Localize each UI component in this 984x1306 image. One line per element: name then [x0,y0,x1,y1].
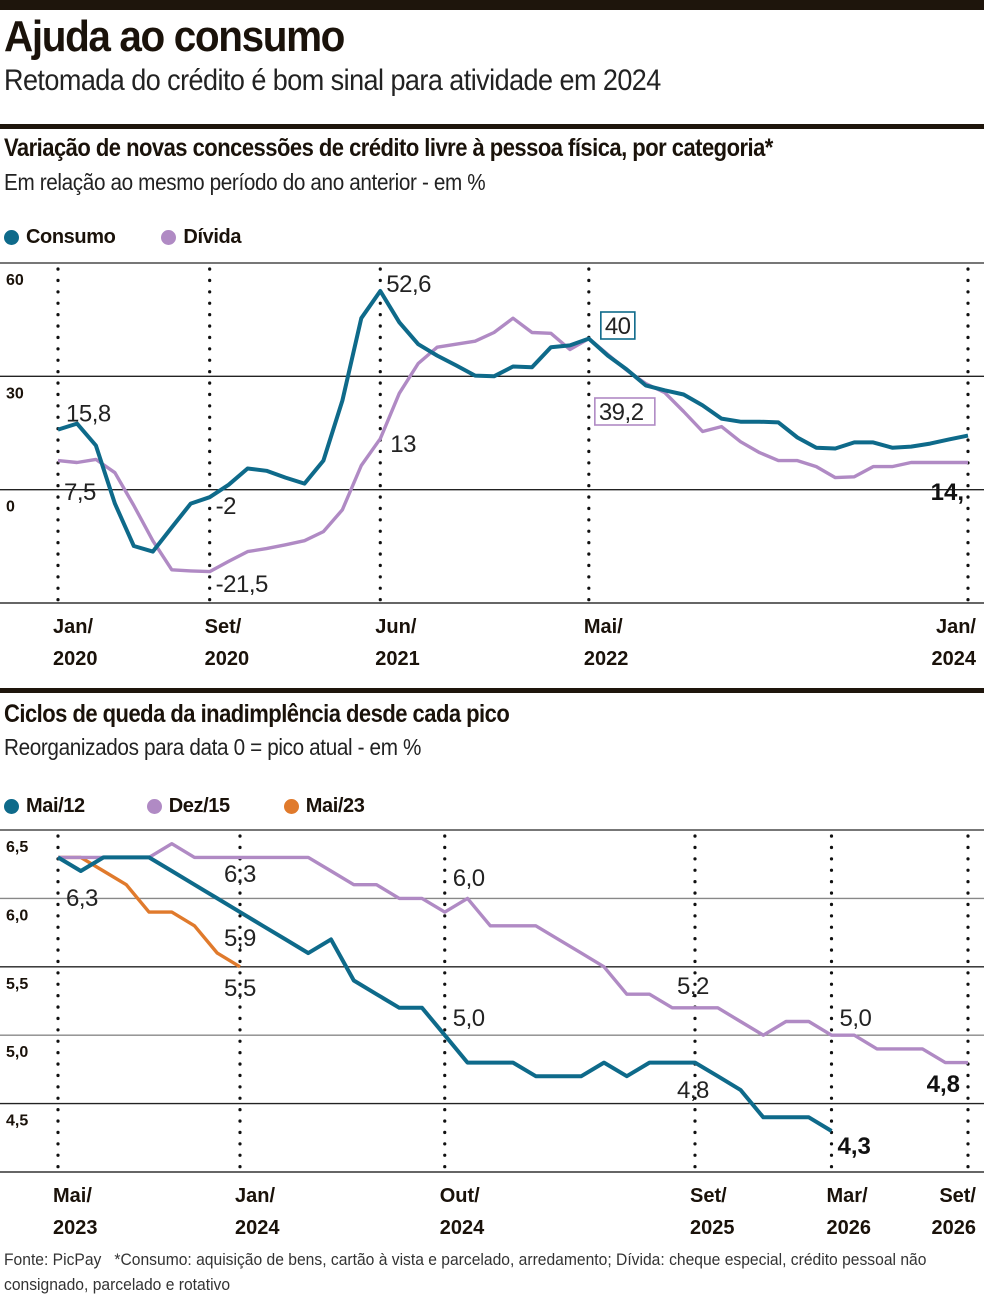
series-line-dez-15 [58,842,968,1065]
page-title: Ajuda ao consumo [4,12,345,61]
top-rule [0,0,984,10]
x-tick-label: 2024 [235,1217,280,1239]
x-tick-label: 2021 [375,648,420,670]
legend-label: Dívida [183,226,242,248]
x-tick-label: 2026 [932,1217,977,1239]
x-tick-label: Jun/ [375,616,417,638]
annotation-box [600,311,636,340]
data-label: 52,6 [386,271,431,298]
x-tick-label: Jan/ [235,1185,275,1207]
data-label: 6,3 [66,885,98,912]
legend-item-mai12: Mai/12 [4,795,85,818]
legend-dot-icon [146,799,162,814]
x-tick-label: Jan/ [53,616,93,638]
y-tick-label: 0 [6,499,15,516]
data-label: 5,5 [224,975,256,1002]
section-divider [0,124,984,129]
data-label: 4,8 [677,1077,709,1104]
x-tick-label: Set/ [205,616,242,638]
data-label: 5,0 [453,1005,485,1032]
legend-item-mai23: Mai/23 [283,795,365,818]
data-label: 5,2 [677,973,709,1000]
series-line-mai-12 [56,855,833,1133]
series-line-consumo [57,289,969,554]
legend-item-dez15: Dez/15 [146,795,230,818]
x-tick-label: 2023 [53,1217,98,1239]
legend-dot-icon [4,230,19,245]
legend-item-consumo: Consumo [4,226,116,249]
x-tick-label: 2025 [690,1217,735,1239]
section-divider [0,688,984,693]
data-label: -21,5 [216,571,268,598]
y-tick-label: 6,5 [6,839,28,856]
x-tick-label: 2020 [53,648,98,670]
data-label: 6,0 [453,865,485,892]
chart2-legend: Mai/12 Dez/15 Mai/23 [4,795,408,818]
chart2-title: Ciclos de queda da inadimplência desde c… [4,700,510,728]
x-tick-label: Jan/ [936,616,976,638]
data-label: 4,8 [927,1071,960,1098]
data-label: 6,3 [224,861,256,888]
y-tick-label: 60 [6,272,24,289]
chart1-subtitle: Em relação ao mesmo período do ano anter… [4,169,486,195]
legend-label: Dez/15 [168,795,230,817]
chart1-legend: Consumo Dívida [4,226,285,249]
data-label: 7,5 [64,479,96,506]
data-label: -2 [216,493,236,520]
y-tick-label: 6,0 [6,907,28,924]
data-label: 13 [390,431,416,458]
data-label: 5,9 [224,925,256,952]
chart2-subtitle: Reorganizados para data 0 = pico atual -… [4,734,422,760]
data-label: 39,2 [599,399,644,426]
y-tick-label: 4,5 [6,1113,28,1130]
data-label: 40 [605,313,631,340]
legend-label: Consumo [26,226,116,248]
chart2-plot: 6,5 6,0 5,5 5,0 4,5 Mai/2023 Jan/2024 Out/2024 S… [0,829,984,1239]
footer-note: Fonte: PicPay *Consumo: aquisição de ben… [4,1247,979,1297]
chart1-plot: 60 30 0 Jan/2020 Set/2020 Jun/2021 Mai/2022 Jan… [0,262,984,670]
x-tick-label: Mai/ [53,1185,92,1207]
page-subtitle: Retomada do crédito é bom sinal para ati… [4,64,661,97]
annotation-box [594,397,656,426]
data-label: 5,0 [840,1005,872,1032]
x-tick-label: 2026 [827,1217,872,1239]
x-tick-label: Out/ [440,1185,480,1207]
legend-dot-icon [4,799,19,814]
y-tick-label: 30 [6,385,24,402]
legend-item-divida: Dívida [161,226,241,249]
data-label: 4,3 [838,1133,871,1160]
x-tick-label: Mai/ [584,616,623,638]
x-tick-label: 2024 [932,648,977,670]
legend-label: Mai/12 [26,795,85,817]
legend-dot-icon [161,230,177,245]
legend-dot-icon [283,799,299,814]
chart1-title: Variação de novas concessões de crédito … [4,134,773,162]
data-label: 14, [931,479,964,506]
x-tick-label: 2020 [205,648,250,670]
x-tick-label: Mar/ [827,1185,869,1207]
x-tick-label: Set/ [690,1185,727,1207]
x-tick-label: 2024 [440,1217,485,1239]
y-tick-label: 5,0 [6,1044,28,1061]
data-label: 15,8 [66,401,111,428]
x-tick-label: 2022 [584,648,629,670]
series-line-mai-23 [58,855,241,969]
y-tick-label: 5,5 [6,976,28,993]
footer-footnote: *Consumo: aquisição de bens, cartão à vi… [4,1250,927,1294]
legend-label: Mai/23 [305,795,365,817]
series-line-d-vida [57,316,968,574]
x-tick-label: Set/ [939,1185,976,1207]
footer-source: Fonte: PicPay [4,1250,102,1269]
